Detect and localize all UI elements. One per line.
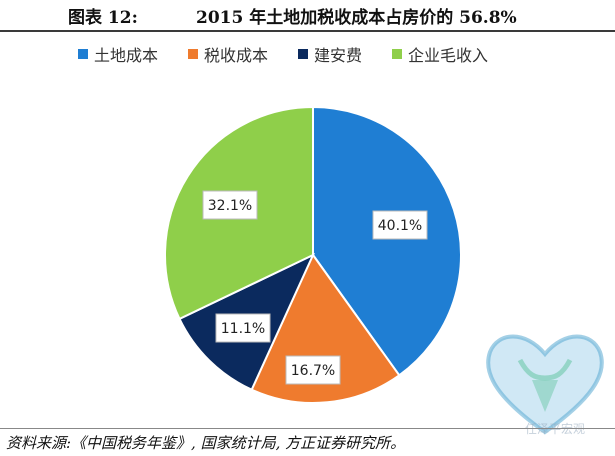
watermark-logo-icon [486,334,604,435]
figure-label: 图表 12: [68,8,138,28]
source-note: 资料来源:《中国税务年鉴》, 国家统计局, 方正证券研究所。 [6,434,406,452]
legend-swatch [188,49,199,59]
data-label-2: 11.1% [221,321,265,337]
source-divider [0,428,615,429]
chart-title: 2015 年土地加税收成本占房价的 56.8% [196,8,517,28]
legend: 土地成本 税收成本 建安费 企业毛收入 [78,43,598,65]
data-label-3: 32.1% [208,198,252,214]
legend-label: 土地成本 [94,46,159,65]
data-label-1: 16.7% [291,363,335,379]
legend-swatch [298,49,309,59]
legend-label: 企业毛收入 [408,46,489,65]
data-label-box-1 [285,355,341,385]
legend-swatch [78,49,88,59]
legend-item-tax: 税收成本 [188,42,268,66]
legend-label: 建安费 [314,46,363,65]
legend-swatch [392,49,403,59]
legend-item-gross-revenue: 企业毛收入 [392,42,488,66]
data-label-0: 40.1% [378,218,422,234]
title-bar: 图表 12: 2015 年土地加税收成本占房价的 56.8% [0,0,615,32]
data-label-box-0 [372,210,428,240]
legend-label: 税收成本 [204,46,269,65]
legend-item-land: 土地成本 [78,42,158,66]
data-label-box-2 [215,313,271,343]
data-label-box-3 [202,190,258,220]
pie-slice-0 [312,105,462,377]
legend-item-construction: 建安费 [298,42,362,66]
watermark-text: 任泽平宏观 [525,422,586,436]
